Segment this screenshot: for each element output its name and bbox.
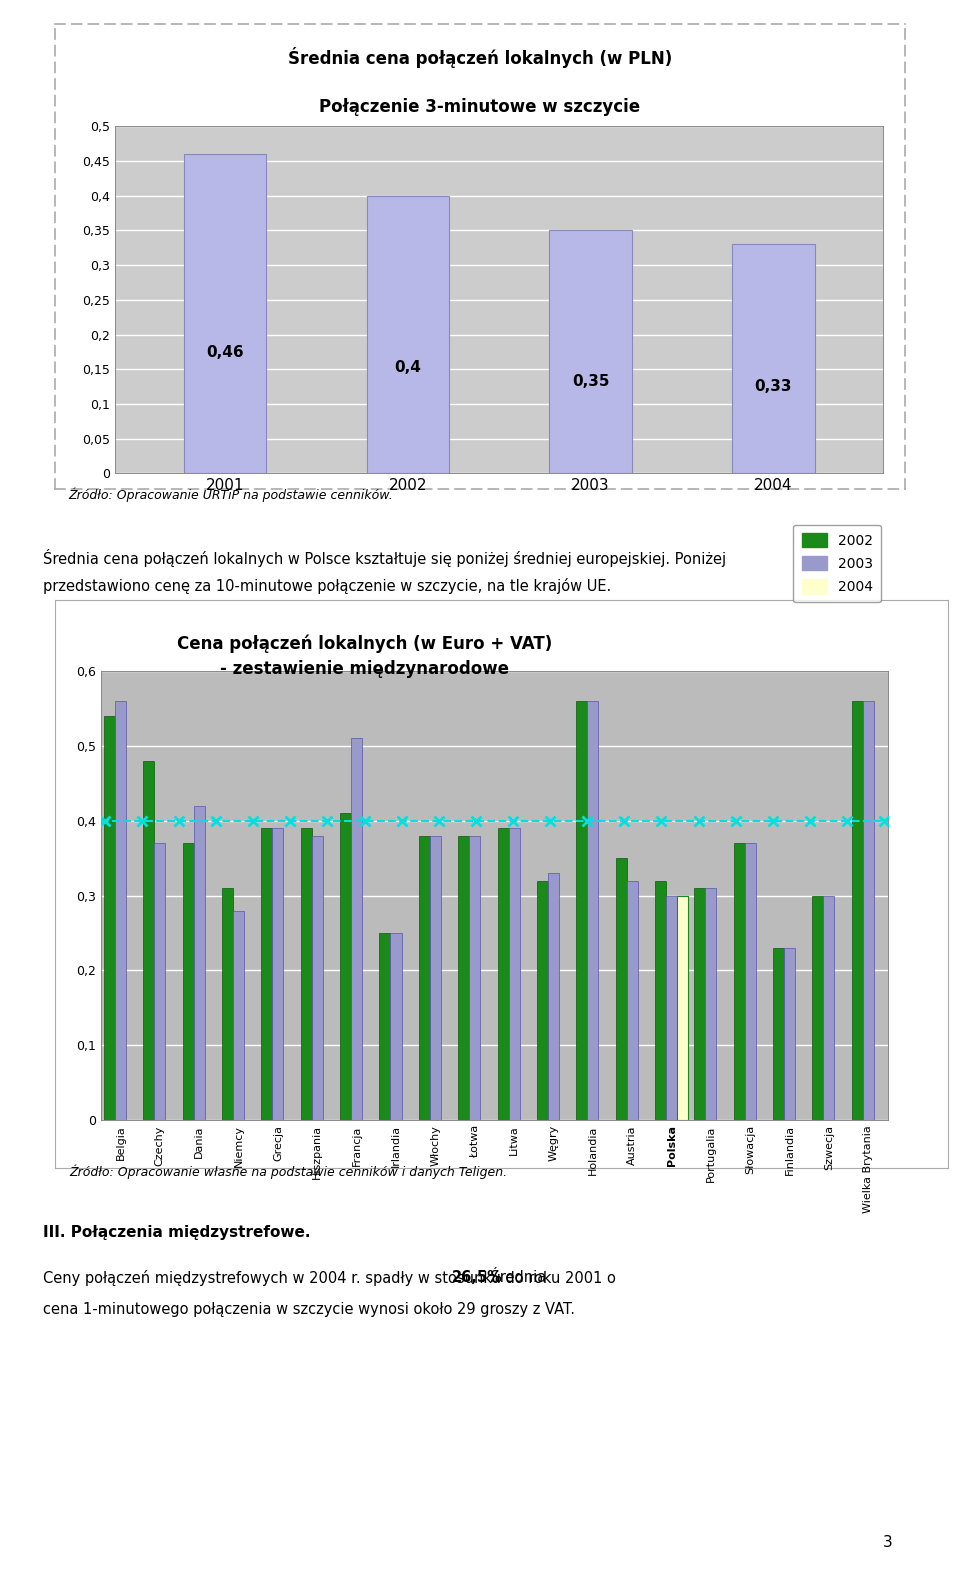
Bar xyxy=(852,701,863,1120)
Text: Połączenie 3-minutowe w szczycie: Połączenie 3-minutowe w szczycie xyxy=(320,98,640,117)
Bar xyxy=(312,836,323,1120)
Bar xyxy=(391,933,401,1120)
Bar xyxy=(222,888,233,1120)
Bar xyxy=(379,933,391,1120)
Text: cena 1-minutowego połączenia w szczycie wynosi około 29 groszy z VAT.: cena 1-minutowego połączenia w szczycie … xyxy=(43,1302,575,1318)
Bar xyxy=(115,701,126,1120)
Bar xyxy=(549,230,632,473)
Bar xyxy=(351,739,362,1120)
Text: 0,4: 0,4 xyxy=(395,360,421,376)
Bar xyxy=(588,701,598,1120)
Bar xyxy=(469,836,480,1120)
Bar xyxy=(733,843,745,1120)
Bar xyxy=(273,828,283,1120)
Bar xyxy=(194,806,204,1120)
Text: . Średnia: . Średnia xyxy=(481,1270,546,1286)
Text: Średnia cena połączeń lokalnych w Polsce kształtuje się poniżej średniej europej: Średnia cena połączeń lokalnych w Polsce… xyxy=(43,549,727,567)
Bar xyxy=(261,828,273,1120)
Bar xyxy=(863,701,874,1120)
Text: Cena połączeń lokalnych (w Euro + VAT): Cena połączeń lokalnych (w Euro + VAT) xyxy=(178,634,552,653)
Bar xyxy=(233,911,244,1120)
Bar xyxy=(732,245,815,473)
Bar xyxy=(155,843,165,1120)
Bar xyxy=(784,948,795,1120)
Bar xyxy=(666,896,677,1120)
Text: 3: 3 xyxy=(883,1534,893,1550)
Bar xyxy=(143,761,155,1120)
Text: 26,5%: 26,5% xyxy=(451,1270,502,1286)
Text: Ceny połączeń międzystrefowych w 2004 r. spadły w stosunku do roku 2001 o: Ceny połączeń międzystrefowych w 2004 r.… xyxy=(43,1270,621,1286)
Bar xyxy=(497,828,509,1120)
Bar xyxy=(824,896,834,1120)
Bar xyxy=(509,828,519,1120)
Bar xyxy=(627,881,637,1120)
Bar xyxy=(706,888,716,1120)
Bar xyxy=(537,881,548,1120)
Bar xyxy=(548,873,559,1120)
Text: 0,33: 0,33 xyxy=(755,379,792,394)
Bar xyxy=(694,888,706,1120)
Bar xyxy=(182,843,194,1120)
Bar xyxy=(745,843,756,1120)
Text: Źródło: Opracowanie własne na podstawie cenników i danych Teligen.: Źródło: Opracowanie własne na podstawie … xyxy=(69,1165,507,1179)
Text: 0,46: 0,46 xyxy=(206,344,244,360)
Text: 0,35: 0,35 xyxy=(572,374,610,388)
Bar xyxy=(104,716,115,1120)
Text: przedstawiono cenę za 10-minutowe połączenie w szczycie, na tle krajów UE.: przedstawiono cenę za 10-minutowe połącz… xyxy=(43,578,612,593)
Text: - zestawienie międzynarodowe: - zestawienie międzynarodowe xyxy=(220,660,510,677)
Text: Średnia cena połączeń lokalnych (w PLN): Średnia cena połączeń lokalnych (w PLN) xyxy=(288,47,672,68)
Bar xyxy=(367,196,449,473)
Bar xyxy=(615,858,627,1120)
Bar xyxy=(812,896,824,1120)
Bar xyxy=(300,828,312,1120)
Legend: 2002, 2003, 2004: 2002, 2003, 2004 xyxy=(793,525,881,603)
Bar xyxy=(655,881,666,1120)
Bar xyxy=(419,836,430,1120)
Bar xyxy=(576,701,588,1120)
Bar xyxy=(430,836,441,1120)
Bar xyxy=(677,896,688,1120)
Bar xyxy=(458,836,469,1120)
Bar xyxy=(340,813,351,1120)
Text: III. Połączenia międzystrefowe.: III. Połączenia międzystrefowe. xyxy=(43,1225,311,1240)
Bar xyxy=(773,948,784,1120)
Text: Źródło: Opracowanie URTiP na podstawie cenników.: Źródło: Opracowanie URTiP na podstawie c… xyxy=(68,488,393,502)
Bar xyxy=(183,155,266,473)
